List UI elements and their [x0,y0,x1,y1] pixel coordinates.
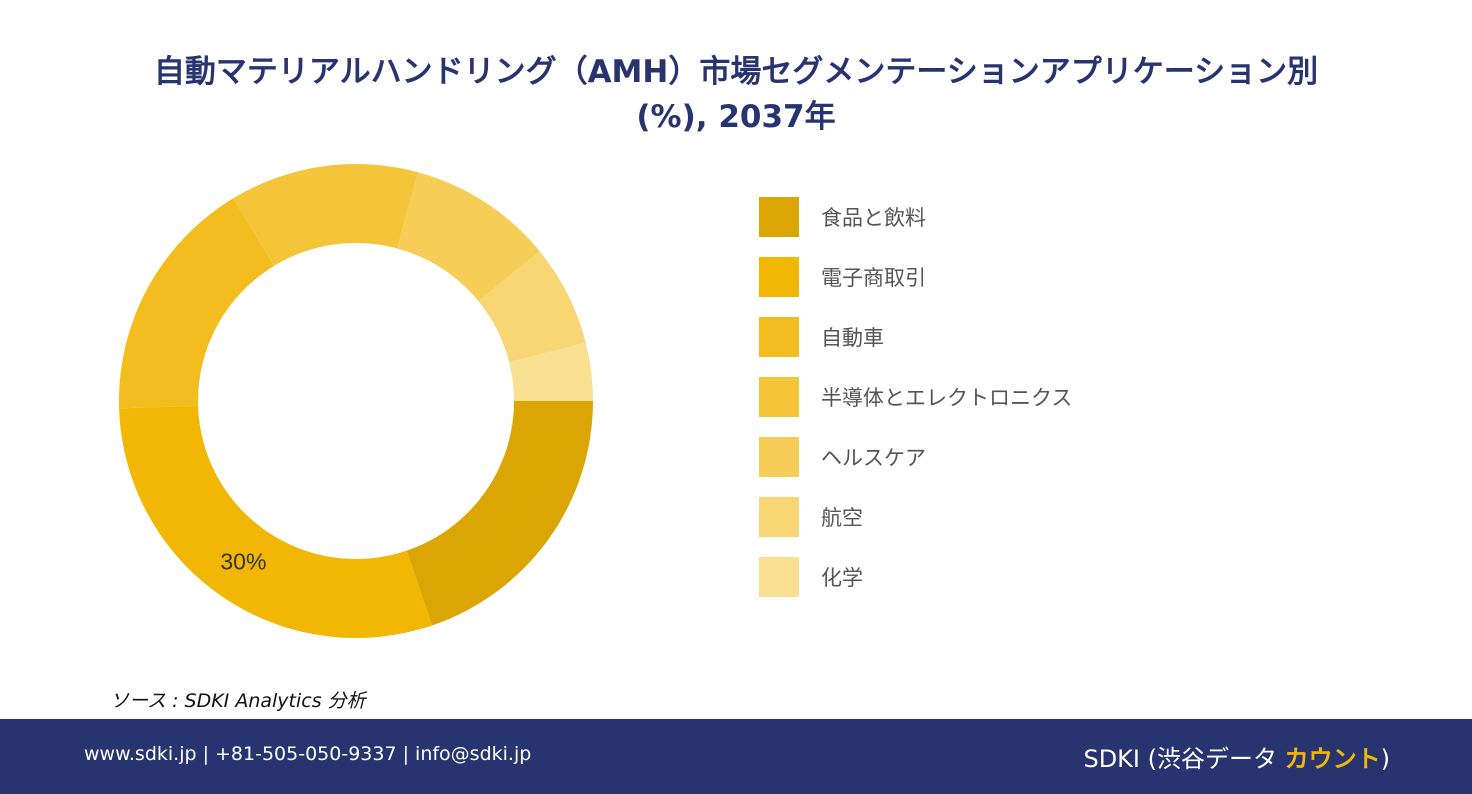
chart-title: 自動マテリアルハンドリング（AMH）市場セグメンテーションアプリケーション別 (… [60,50,1412,140]
donut-chart: 30% [119,164,593,638]
legend-label: ヘルスケア [821,446,926,470]
legend-swatch [759,437,799,477]
legend-item: 電子商取引 [759,257,1072,297]
legend-swatch [759,317,799,357]
donut-slice-1 [406,401,593,626]
legend-label: 航空 [821,506,863,530]
source-note: ソース : SDKI Analytics 分析 [110,690,366,712]
legend-item: 化学 [759,557,1072,597]
chart-title-line2: (%), 2037年 [636,99,836,135]
footer-bar: www.sdki.jp | +81-505-050-9337 | info@sd… [0,719,1472,794]
legend-label: 半導体とエレクトロニクス [821,386,1073,410]
legend-item: 航空 [759,497,1072,537]
legend-swatch [759,557,799,597]
legend-item: 半導体とエレクトロニクス [759,377,1072,417]
legend-item: 食品と飲料 [759,197,1072,237]
legend-item: 自動車 [759,317,1072,357]
legend-swatch [759,197,799,237]
donut-slice-5 [397,172,540,302]
brand-prefix: SDKI (渋谷データ [1083,745,1285,773]
brand-suffix: ) [1380,745,1390,773]
donut-slice-4 [233,164,418,266]
donut-slice-6 [478,251,586,363]
donut-slice-2 [119,405,433,638]
donut-slice-7 [509,342,593,401]
footer-contact: www.sdki.jp | +81-505-050-9337 | info@sd… [84,743,532,765]
legend-label: 自動車 [821,326,884,350]
legend-swatch [759,497,799,537]
legend-label: 電子商取引 [821,266,926,290]
legend-item: ヘルスケア [759,437,1072,477]
legend-label: 食品と飲料 [821,206,926,230]
legend-swatch [759,257,799,297]
donut-slice-3 [119,198,275,409]
donut-data-label: 30% [220,548,266,574]
legend-label: 化学 [821,566,863,590]
chart-title-line1: 自動マテリアルハンドリング（AMH）市場セグメンテーションアプリケーション別 [153,54,1319,90]
brand-accent: カウント [1284,745,1381,773]
legend-swatch [759,377,799,417]
footer-brand: SDKI (渋谷データ カウント) [1083,739,1390,774]
chart-legend: 食品と飲料電子商取引自動車半導体とエレクトロニクス ヘルスケア航空化学 [759,197,1072,617]
